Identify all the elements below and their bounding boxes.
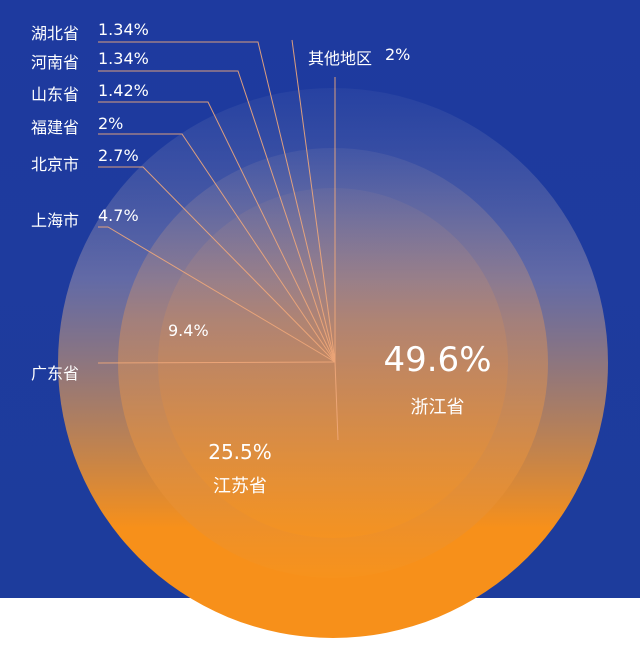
value-beijing: 2.7% — [98, 146, 139, 165]
label-hubei: 湖北省 — [31, 24, 80, 43]
label-fujian: 福建省 — [31, 118, 80, 137]
value-fujian: 2% — [98, 114, 124, 133]
value-shandong: 1.42% — [98, 81, 149, 100]
leader-line-henan — [98, 70, 336, 363]
value-guangdong: 9.4% — [168, 321, 209, 340]
label-shanghai: 上海市 — [31, 211, 80, 230]
divider-line — [334, 361, 339, 441]
label-guangdong: 广东省 — [31, 364, 80, 383]
value-henan: 1.34% — [98, 49, 149, 68]
value-jiangsu: 25.5% — [208, 440, 272, 464]
leader-line-fujian — [98, 133, 336, 363]
leader-line-others-a — [291, 39, 336, 363]
value-shanghai: 4.7% — [98, 206, 139, 225]
label-beijing: 北京市 — [31, 155, 80, 174]
leader-line-guangdong — [97, 361, 336, 364]
label-others: 其他地区 — [308, 49, 373, 68]
label-zhejiang: 浙江省 — [410, 397, 465, 418]
value-hubei: 1.34% — [98, 20, 149, 39]
inner-circle — [158, 188, 508, 538]
label-henan: 河南省 — [31, 53, 80, 72]
leader-line-shanghai — [98, 226, 336, 363]
value-zhejiang: 49.6% — [383, 340, 492, 380]
leader-line-hubei — [98, 41, 336, 363]
leader-line-beijing — [98, 166, 336, 363]
label-shandong: 山东省 — [31, 85, 80, 104]
label-jiangsu: 江苏省 — [213, 476, 267, 497]
value-others: 2% — [385, 45, 411, 64]
leader-line-shandong — [98, 101, 336, 363]
